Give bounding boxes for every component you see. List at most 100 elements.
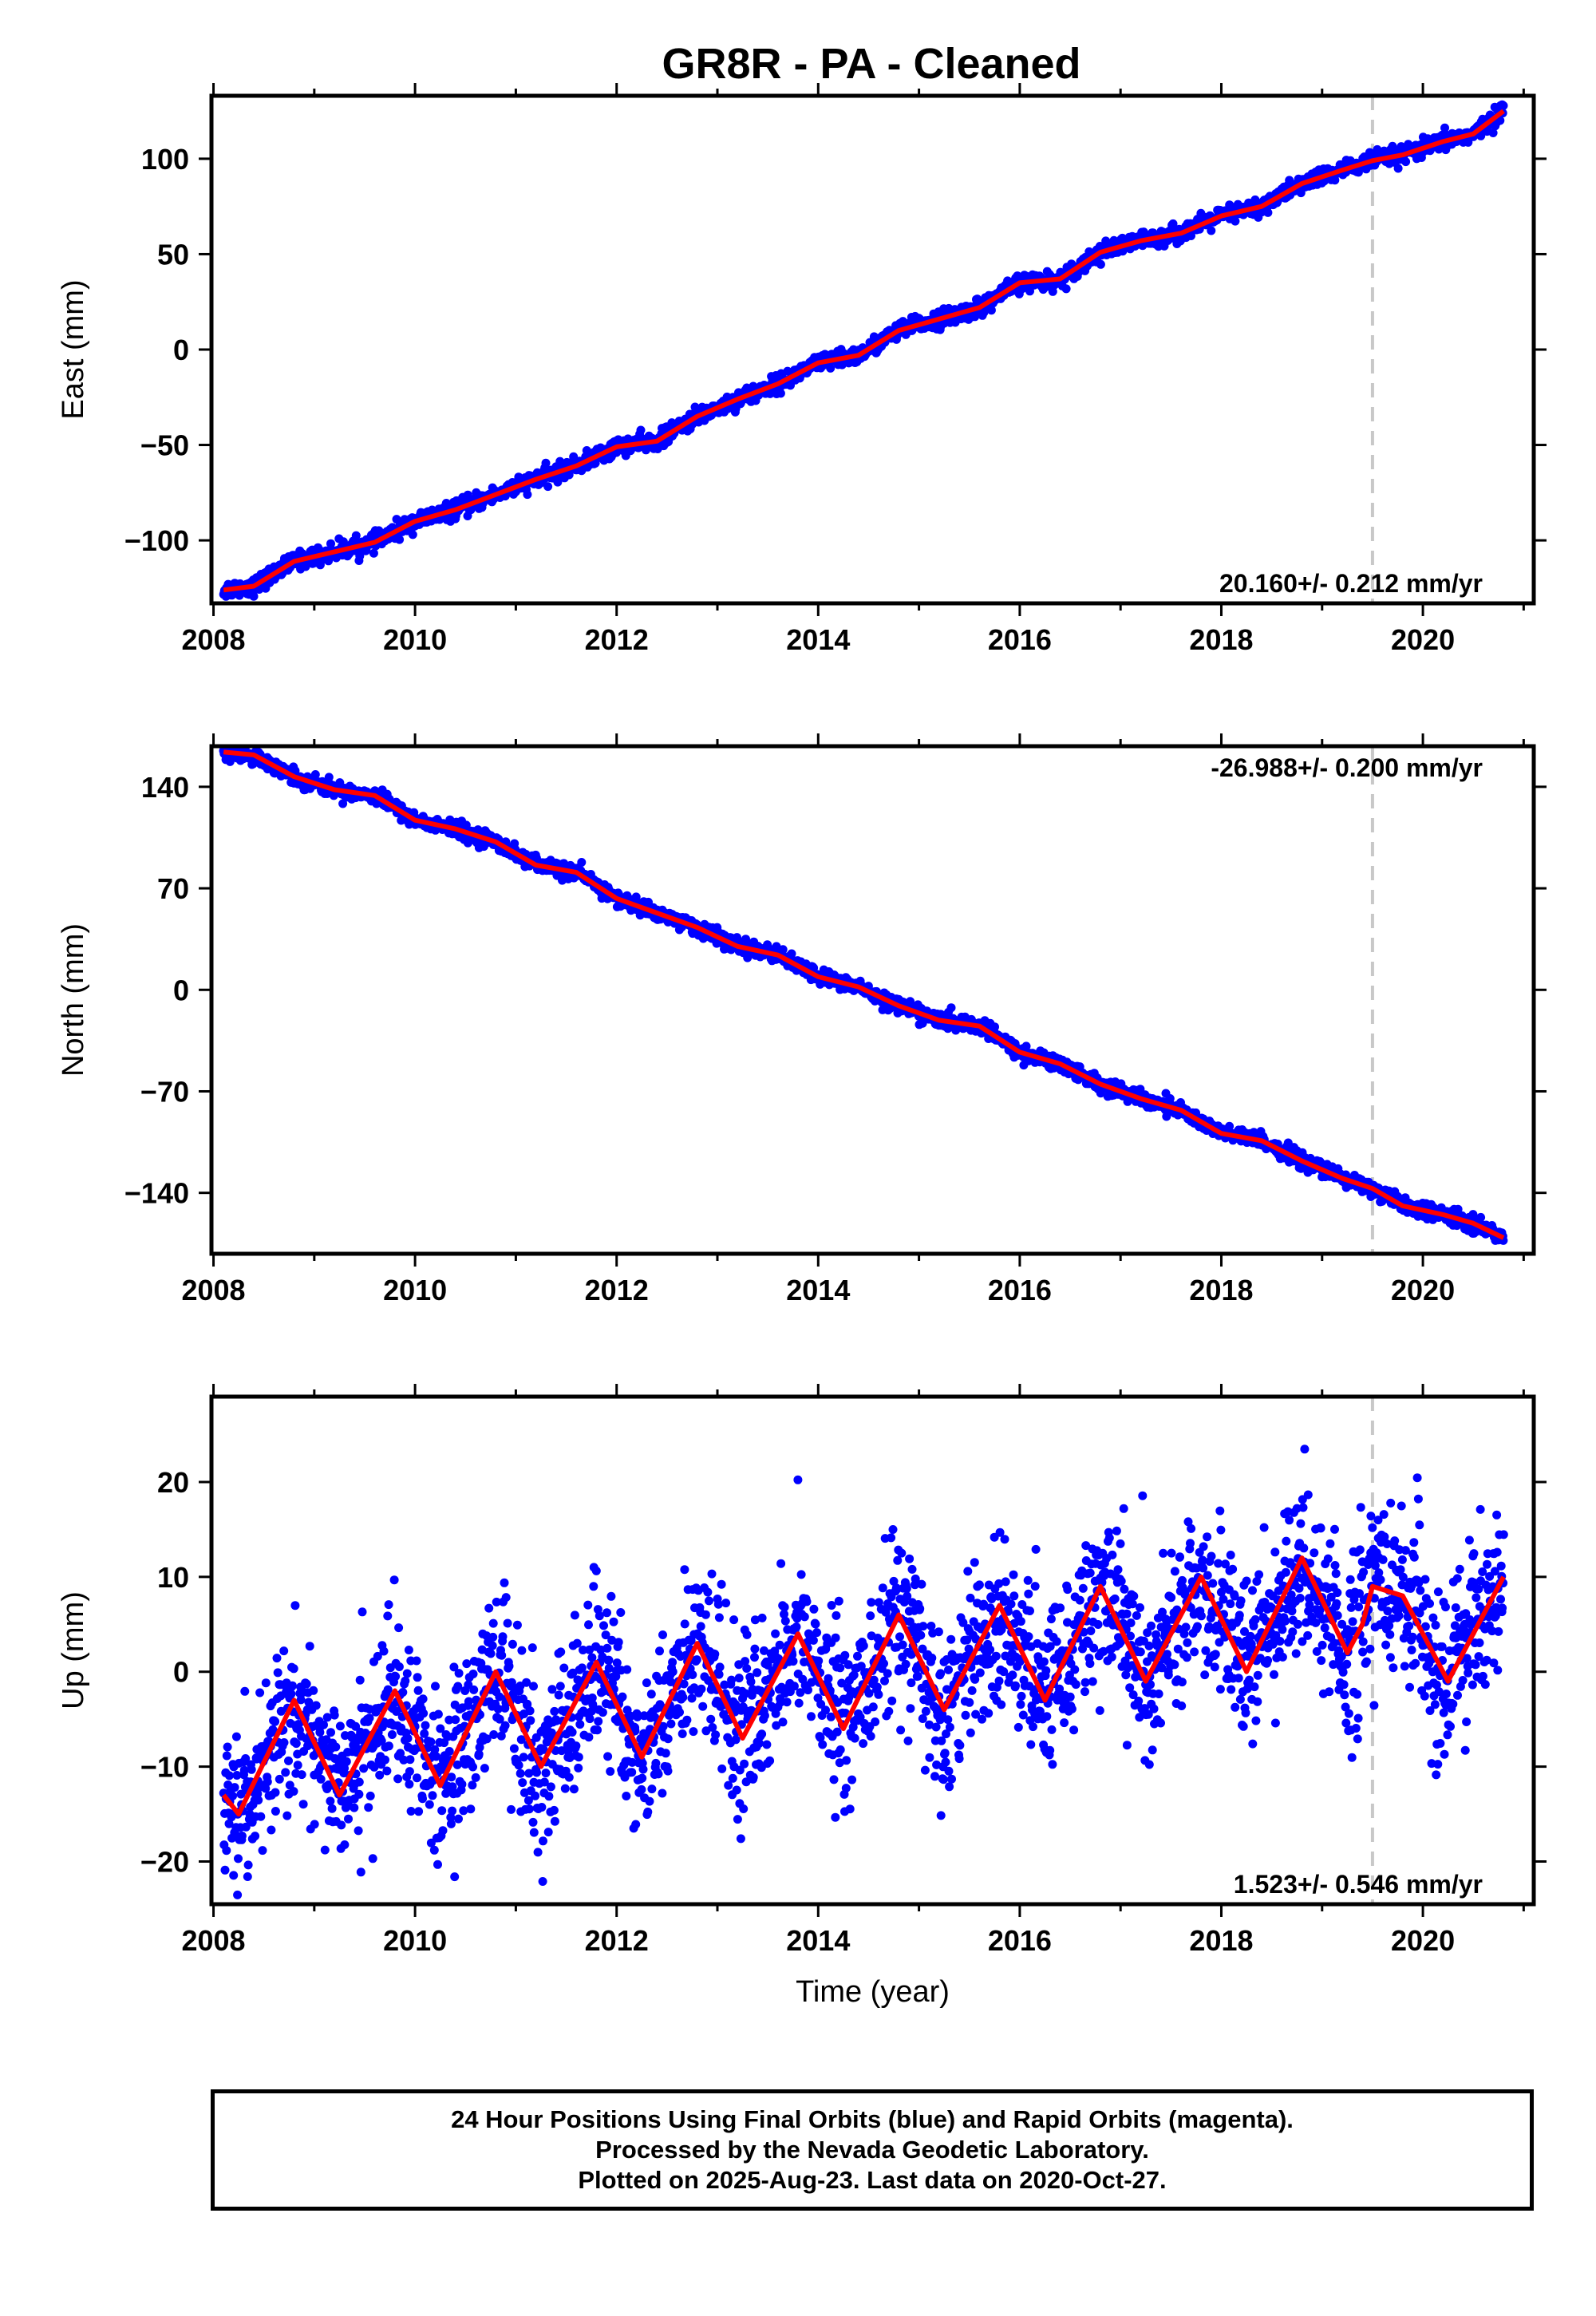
data-point: [405, 1780, 414, 1789]
data-point: [225, 757, 235, 766]
data-point: [375, 1770, 385, 1780]
east-panel: 2008 2010 2012 2014 2016 2018 2020100500−50−10…: [57, 83, 1547, 656]
data-point: [258, 1846, 267, 1856]
data-point: [287, 1681, 297, 1690]
data-point: [298, 1800, 308, 1809]
data-point: [379, 1646, 389, 1656]
plot-frame: [209, 744, 1536, 1256]
data-point: [433, 1860, 442, 1869]
data-point: [403, 1733, 413, 1743]
data-point: [286, 1690, 296, 1698]
data-point: [398, 1688, 408, 1697]
data-point: [293, 1761, 302, 1770]
x-tick-label: 2014: [786, 623, 850, 656]
data-point: [1263, 207, 1273, 217]
data-point: [412, 1656, 421, 1666]
data-point: [327, 1804, 337, 1813]
data-point: [1096, 259, 1105, 269]
data-point: [224, 1819, 234, 1828]
data-point: [335, 1721, 345, 1731]
data-point: [350, 1803, 359, 1812]
data-point: [946, 1003, 956, 1013]
data-point: [394, 1662, 404, 1671]
data-point: [354, 1777, 364, 1787]
data-point: [302, 1679, 311, 1689]
data-point: [1453, 1204, 1463, 1214]
data-point: [414, 1807, 424, 1816]
data-point: [1207, 226, 1216, 235]
data-point: [241, 1754, 251, 1763]
data-point: [986, 306, 996, 315]
data-point: [1025, 287, 1034, 296]
data-point: [284, 1756, 293, 1765]
data-point: [452, 1760, 462, 1769]
data-point: [273, 1668, 282, 1678]
data-point: [405, 1755, 415, 1765]
data-point: [454, 1814, 463, 1824]
x-tick-label: 2010: [383, 623, 447, 656]
north-panel: 2008 2010 2012 2014 2016 2018 2020140700−70−14…: [57, 733, 1547, 1306]
x-tick-label: 2018: [1189, 1274, 1253, 1306]
data-point: [404, 1646, 413, 1654]
data-point: [402, 1669, 412, 1678]
y-tick-label: 0: [173, 334, 189, 366]
data-point: [237, 1832, 247, 1840]
data-point: [826, 363, 836, 373]
y-tick-label: 50: [157, 238, 189, 271]
data-point: [1401, 157, 1411, 167]
data-point: [224, 1771, 234, 1780]
data-point: [255, 1688, 265, 1697]
data-point: [233, 1890, 243, 1899]
data-point: [373, 1651, 382, 1661]
data-point: [413, 1773, 421, 1783]
x-tick-label: 2014: [786, 1274, 850, 1306]
data-point: [354, 1789, 364, 1799]
data-point: [289, 1664, 298, 1674]
data-point: [351, 531, 361, 540]
data-point: [231, 1732, 241, 1741]
data-point: [279, 1646, 289, 1656]
data-point: [365, 1791, 375, 1800]
data-point: [311, 1701, 321, 1710]
data-point: [305, 1642, 314, 1651]
data-point: [1021, 1041, 1031, 1051]
data-point: [243, 1860, 253, 1870]
data-point: [369, 1762, 379, 1772]
data-point: [444, 1715, 454, 1725]
data-point: [243, 1872, 252, 1881]
data-point: [401, 1676, 410, 1686]
data-point: [787, 949, 796, 958]
data-point: [776, 389, 785, 398]
y-tick-label: 70: [157, 872, 189, 905]
x-tick-label: 2010: [383, 1274, 447, 1306]
data-point: [267, 1825, 276, 1835]
data-point: [1061, 284, 1071, 294]
data-point: [223, 1742, 232, 1752]
y-tick-label: −50: [140, 429, 189, 462]
data-point: [289, 1787, 298, 1796]
data-point: [251, 1832, 260, 1841]
y-tick-label: −70: [140, 1075, 189, 1108]
data-point: [324, 773, 334, 782]
data-point: [383, 1611, 393, 1621]
data-point: [340, 1840, 350, 1849]
data-point: [263, 1777, 272, 1787]
rate-label: -26.988+/- 0.200 mm/yr: [1211, 753, 1483, 782]
data-point: [271, 1717, 280, 1726]
data-point: [446, 1819, 456, 1828]
data-point: [316, 1774, 326, 1784]
data-point: [418, 1694, 428, 1704]
data-point: [364, 1803, 373, 1812]
data-points: [219, 1445, 1508, 1899]
data-point: [420, 1729, 429, 1738]
data-point: [384, 1600, 393, 1610]
data-point: [450, 1872, 460, 1882]
data-point: [239, 1765, 249, 1775]
data-point: [310, 1820, 319, 1829]
y-tick-label: 0: [173, 974, 189, 1006]
data-point: [426, 1737, 436, 1747]
data-point: [220, 1865, 230, 1875]
data-point: [358, 1607, 367, 1617]
data-point: [296, 1695, 306, 1705]
